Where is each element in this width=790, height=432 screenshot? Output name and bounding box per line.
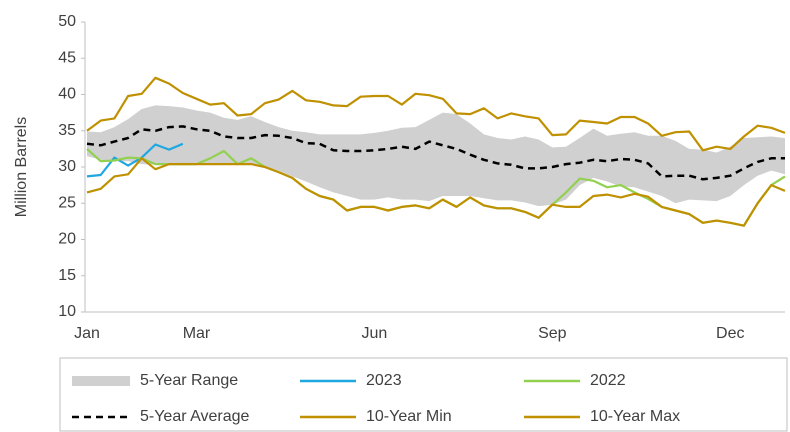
range-area bbox=[87, 105, 785, 207]
y-axis-title: Million Barrels bbox=[13, 117, 30, 217]
y-tick-label: 35 bbox=[58, 122, 76, 139]
y-tick-label: 30 bbox=[58, 158, 76, 175]
x-tick-label: Mar bbox=[183, 325, 211, 342]
legend-label: 2023 bbox=[366, 372, 402, 389]
y-tick-label: 25 bbox=[58, 194, 76, 211]
legend-box bbox=[59, 357, 788, 432]
legend-label: 10-Year Min bbox=[366, 408, 452, 425]
x-tick-label: Jun bbox=[362, 325, 388, 342]
y-tick-label: 45 bbox=[58, 49, 76, 66]
x-tick-label: Sep bbox=[538, 325, 567, 342]
legend-label: 5-Year Average bbox=[140, 408, 250, 425]
plot-area: 10 15 20 25 30 35 40 45 50 Jan Mar Jun Sep Dec bbox=[58, 13, 786, 342]
y-tick-label: 40 bbox=[58, 86, 76, 103]
x-tick-label: Dec bbox=[716, 325, 744, 342]
legend-swatch bbox=[72, 376, 130, 386]
series-line bbox=[86, 142, 184, 178]
series-line bbox=[86, 125, 785, 181]
series-line bbox=[86, 76, 786, 152]
y-tick-label: 20 bbox=[58, 231, 76, 248]
y-tick-label: 50 bbox=[58, 13, 76, 30]
legend-label: 5-Year Range bbox=[140, 372, 238, 389]
x-tick-label: Jan bbox=[74, 325, 100, 342]
legend-label: 10-Year Max bbox=[590, 408, 680, 425]
y-tick-label: 15 bbox=[58, 267, 76, 284]
legend: 5-Year Range 2023 2022 5-Year Average 10-Yea… bbox=[72, 372, 680, 425]
y-tick-label: 10 bbox=[58, 303, 76, 320]
series-line bbox=[86, 157, 786, 227]
legend-label: 2022 bbox=[590, 372, 626, 389]
